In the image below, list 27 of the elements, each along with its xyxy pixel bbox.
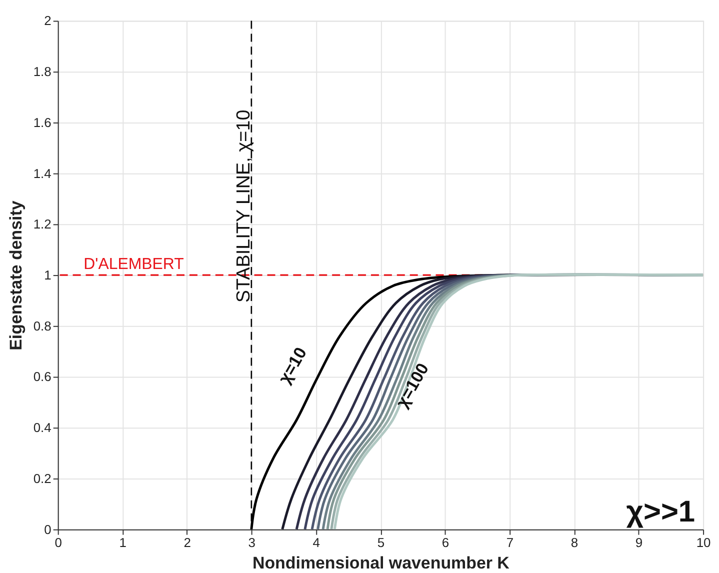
- y-tick-label: 1.6: [33, 114, 52, 130]
- x-tick-label: 5: [377, 534, 385, 550]
- y-tick-label: 0.4: [33, 420, 52, 436]
- x-tick-label: 3: [248, 534, 256, 550]
- y-tick-label: 0.2: [33, 470, 52, 486]
- y-tick-label: 0.8: [33, 318, 52, 334]
- annotation: STABILITY LINE, χ=10: [233, 110, 254, 303]
- y-tick-label: 1.8: [33, 64, 52, 80]
- x-tick-label: 6: [442, 534, 450, 550]
- x-tick-label: 0: [54, 534, 62, 550]
- y-axis-title: Eigenstate density: [6, 200, 26, 350]
- x-tick-label: 8: [570, 534, 578, 550]
- x-tick-label: 10: [696, 534, 711, 550]
- x-tick-label: 1: [119, 534, 126, 550]
- x-axis-title: Nondimensional wavenumber K: [252, 554, 510, 573]
- x-tick-label: 9: [635, 534, 643, 550]
- y-tick-label: 1.4: [33, 166, 52, 181]
- y-tick-label: 0: [44, 522, 52, 537]
- x-tick-label: 4: [312, 534, 320, 550]
- x-tick-label: 7: [506, 534, 514, 550]
- y-tick-label: 0.6: [33, 369, 52, 384]
- x-tick-label: 2: [184, 534, 191, 550]
- y-tick-label: 1: [44, 268, 52, 283]
- y-tick-label: 2: [44, 13, 52, 28]
- y-tick-label: 1.2: [33, 216, 52, 232]
- ref-line-label: D'ALEMBERT: [84, 256, 184, 274]
- annotation: χ>>1: [626, 495, 696, 528]
